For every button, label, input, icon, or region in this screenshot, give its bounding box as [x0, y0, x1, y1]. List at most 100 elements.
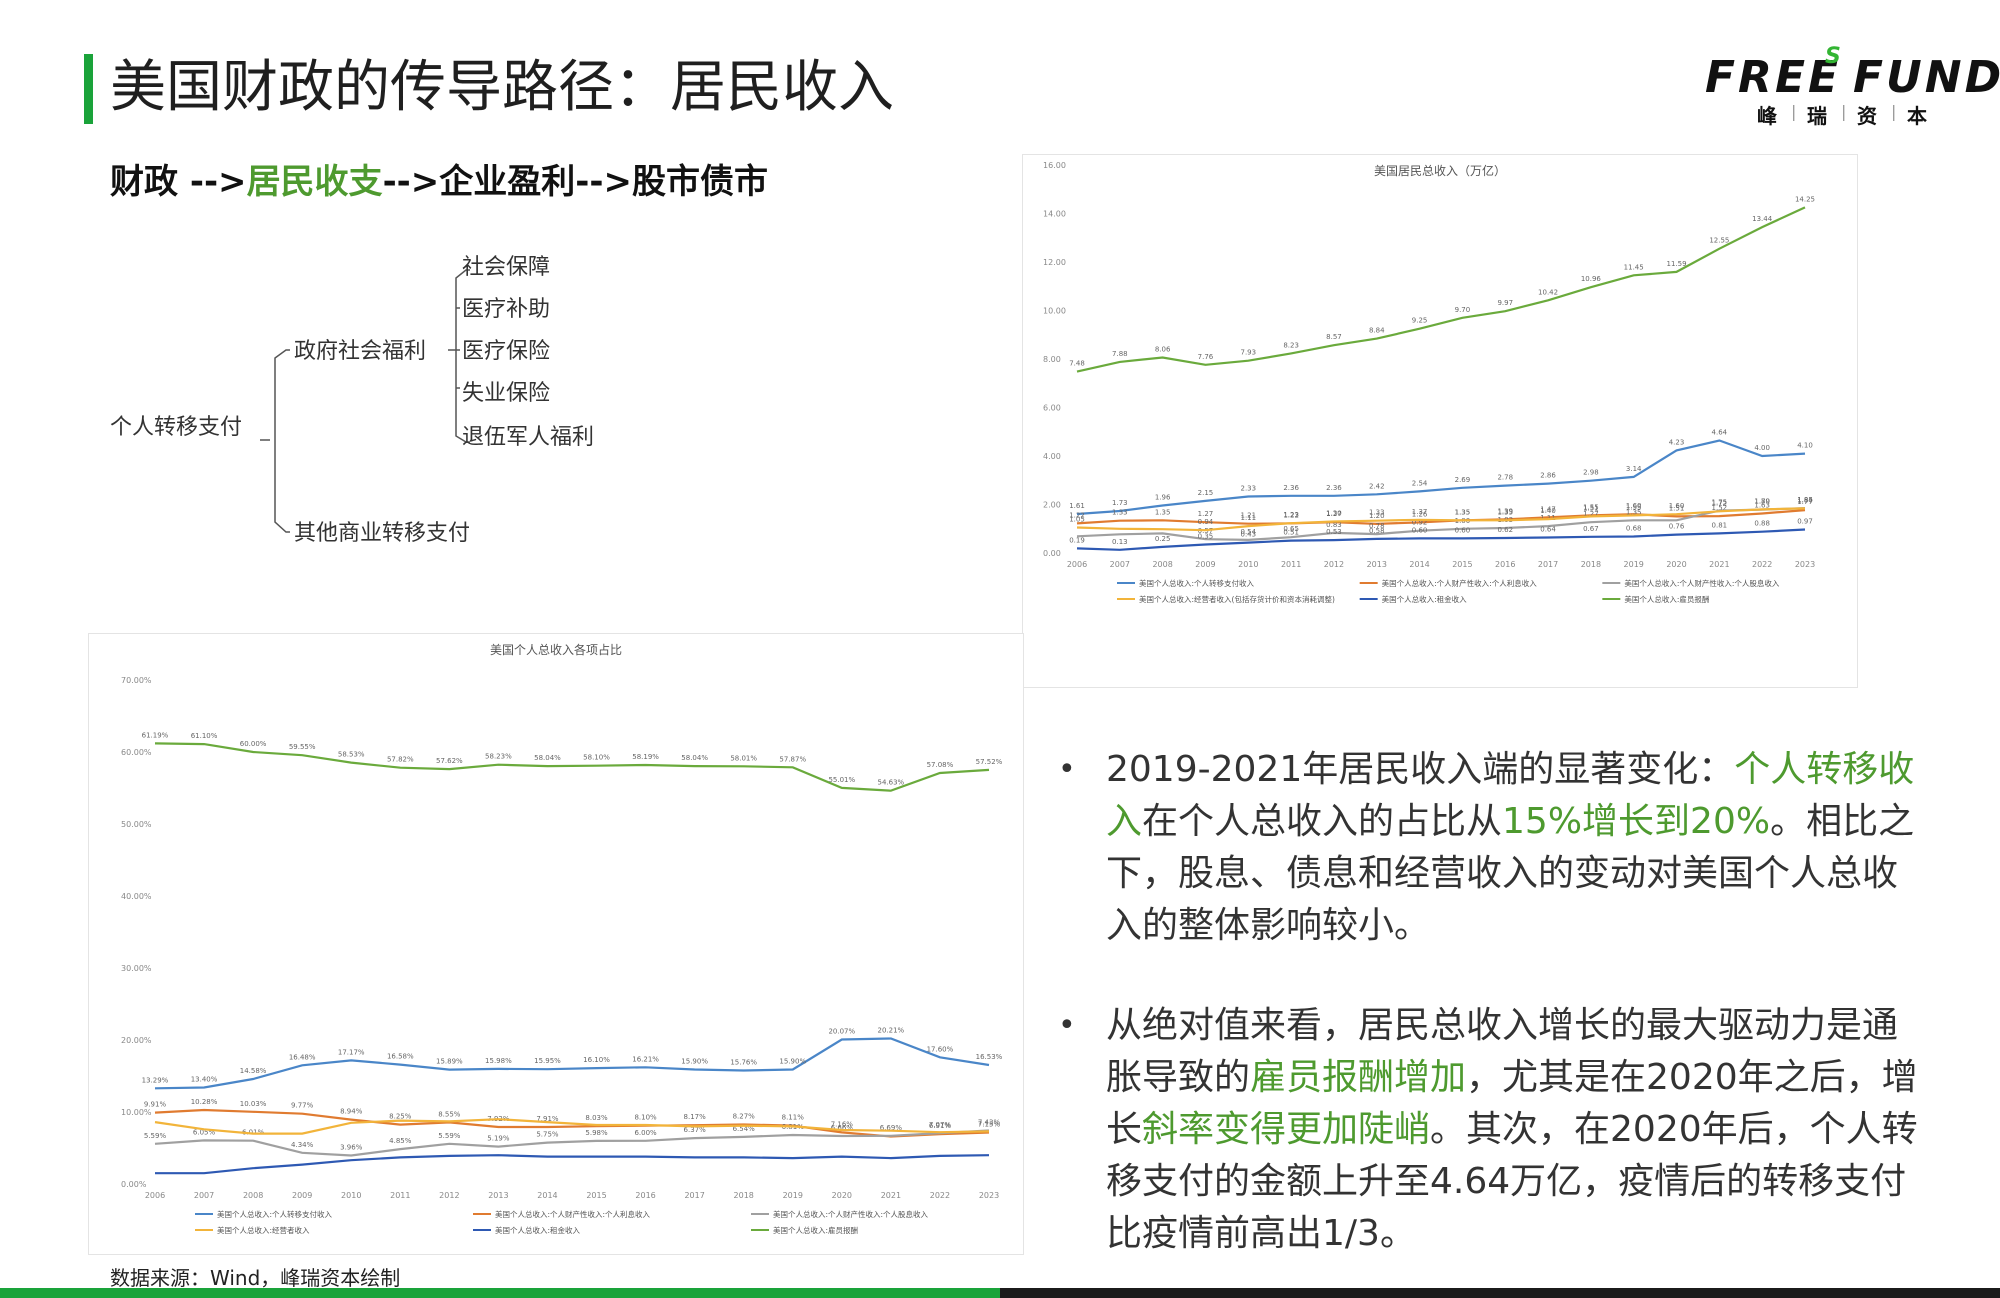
data-label: 16.48% — [289, 1053, 316, 1061]
highlight-text: 个人转移收入 — [1106, 749, 1915, 842]
x-tick-label: 2021 — [881, 1191, 901, 1200]
data-label: 9.97 — [1497, 299, 1513, 307]
data-label: 1.52 — [1712, 504, 1728, 512]
data-label: 61.19% — [142, 731, 169, 739]
data-label: 1.35 — [1155, 508, 1171, 516]
tree-leaf: 退伍军人福利 — [462, 425, 594, 450]
tree-branch-commercial: 其他商业转移支付 — [294, 521, 470, 546]
data-label: 6.05% — [193, 1128, 216, 1136]
x-tick-label: 2019 — [1624, 560, 1644, 569]
data-label: 17.17% — [338, 1048, 365, 1056]
data-label: 6.00% — [634, 1129, 657, 1137]
data-label: 8.06 — [1155, 346, 1171, 354]
data-label: 0.58 — [1369, 527, 1385, 535]
x-tick-label: 2009 — [292, 1191, 312, 1200]
data-label: 57.82% — [387, 756, 414, 764]
x-tick-label: 2017 — [684, 1191, 704, 1200]
data-label: 7.43% — [978, 1119, 1001, 1127]
data-label: 20.07% — [828, 1027, 855, 1035]
body-text: 2019-2021年居民收入端的显著变化： — [1106, 749, 1735, 790]
data-label: 2.86 — [1540, 472, 1556, 480]
data-label: 2.98 — [1583, 469, 1599, 477]
data-label: 2.54 — [1412, 479, 1428, 487]
x-tick-label: 2018 — [1581, 560, 1601, 569]
y-tick-label: 2.00 — [1043, 501, 1061, 510]
data-label: 5.75% — [536, 1131, 559, 1139]
body-text: 从绝对值来看，居民总收入增长的最大驱动力是通胀导致的 — [1106, 1005, 1899, 1098]
chart-title: 美国个人总收入各项占比 — [490, 642, 622, 657]
data-label: 8.03% — [585, 1114, 608, 1122]
data-label: 1.55 — [1583, 503, 1599, 511]
data-label: 8.25% — [389, 1113, 412, 1121]
x-tick-label: 2020 — [1666, 560, 1686, 569]
data-label: 8.94% — [340, 1108, 363, 1116]
data-label: 15.90% — [681, 1058, 708, 1066]
data-label: 54.63% — [878, 779, 905, 787]
x-tick-label: 2008 — [243, 1191, 263, 1200]
data-label: 58.04% — [681, 754, 708, 762]
data-label: 1.75 — [1712, 499, 1728, 507]
data-label: 58.23% — [485, 753, 512, 761]
x-tick-label: 2020 — [832, 1191, 852, 1200]
y-tick-label: 6.00 — [1043, 404, 1061, 413]
data-label: 3.14 — [1626, 465, 1642, 473]
y-tick-label: 14.00 — [1043, 210, 1066, 219]
data-label: 1.85 — [1797, 496, 1813, 504]
x-tick-label: 2015 — [586, 1191, 606, 1200]
data-label: 1.35 — [1455, 508, 1471, 516]
data-label: 6.69% — [880, 1124, 903, 1132]
x-tick-label: 2007 — [1110, 560, 1130, 569]
data-label: 8.17% — [684, 1113, 707, 1121]
y-tick-label: 8.00 — [1043, 355, 1061, 364]
data-label: 7.15% — [978, 1121, 1001, 1129]
data-label: 0.64 — [1540, 525, 1556, 533]
body-text: ，尤其是在2020年之后，增长 — [1106, 1057, 1918, 1150]
data-label: 0.19 — [1069, 536, 1085, 544]
y-tick-label: 20.00% — [121, 1036, 152, 1045]
data-label: 8.27% — [733, 1112, 756, 1120]
freesfund-logo: FREE S FUND 峰 | 瑞 | 资 | 本 — [1705, 44, 2000, 132]
data-label: 0.60 — [1412, 526, 1428, 534]
x-tick-label: 2022 — [1752, 560, 1772, 569]
series-line — [1076, 439, 1806, 516]
x-tick-label: 2017 — [1538, 560, 1558, 569]
data-label: 14.58% — [240, 1067, 267, 1075]
highlight-text: 雇员报酬增加 — [1250, 1057, 1467, 1098]
x-tick-label: 2015 — [1452, 560, 1472, 569]
x-tick-label: 2010 — [1238, 560, 1258, 569]
data-label: 9.25 — [1412, 317, 1428, 325]
data-label: 8.10% — [634, 1114, 657, 1122]
data-label: 15.95% — [534, 1057, 561, 1065]
x-tick-label: 2006 — [145, 1191, 165, 1200]
data-label: 15.90% — [779, 1058, 806, 1066]
data-label: 8.57 — [1326, 333, 1342, 341]
data-label: 1.20 — [1369, 512, 1385, 520]
x-tick-label: 2010 — [341, 1191, 361, 1200]
data-label: 1.80 — [1754, 497, 1770, 505]
logo-cn-char: 峰 — [1757, 104, 1777, 128]
tree-leaf: 医疗保险 — [462, 339, 550, 364]
footer-bar-dark — [1000, 1288, 2000, 1298]
data-label: 58.19% — [632, 753, 659, 761]
data-label: 0.97 — [1797, 517, 1813, 525]
series-line — [154, 1108, 990, 1138]
data-label: 1.27 — [1198, 510, 1214, 518]
data-label: 13.29% — [142, 1076, 169, 1084]
x-tick-label: 2012 — [439, 1191, 459, 1200]
bullet-item: • 2019-2021年居民收入端的显著变化：个人转移收入在个人总收入的占比从1… — [1052, 744, 1932, 952]
data-label: 16.10% — [583, 1056, 610, 1064]
data-label: 0.92 — [1412, 519, 1428, 527]
legend-label: 美国个人总收入:个人转移支付收入 — [217, 1209, 333, 1219]
x-tick-label: 2018 — [734, 1191, 754, 1200]
data-label: 0.76 — [1669, 523, 1685, 531]
data-label: 9.91% — [144, 1101, 167, 1109]
legend-label: 美国个人总收入:个人财产性收入:个人股息收入 — [773, 1209, 929, 1219]
data-label: 1.26 — [1412, 510, 1428, 518]
logo-cn-char: 本 — [1907, 104, 1927, 128]
data-label: 58.10% — [583, 754, 610, 762]
data-label: 5.98% — [585, 1129, 608, 1137]
data-label: 13.44 — [1752, 215, 1773, 223]
data-label: 4.23 — [1669, 438, 1685, 446]
data-label: 7.16% — [831, 1120, 854, 1128]
body-text: 。其次，在2020年后，个人转移支付的金额上升至4.64万亿，疫情后的转移支付比… — [1106, 1109, 1918, 1254]
